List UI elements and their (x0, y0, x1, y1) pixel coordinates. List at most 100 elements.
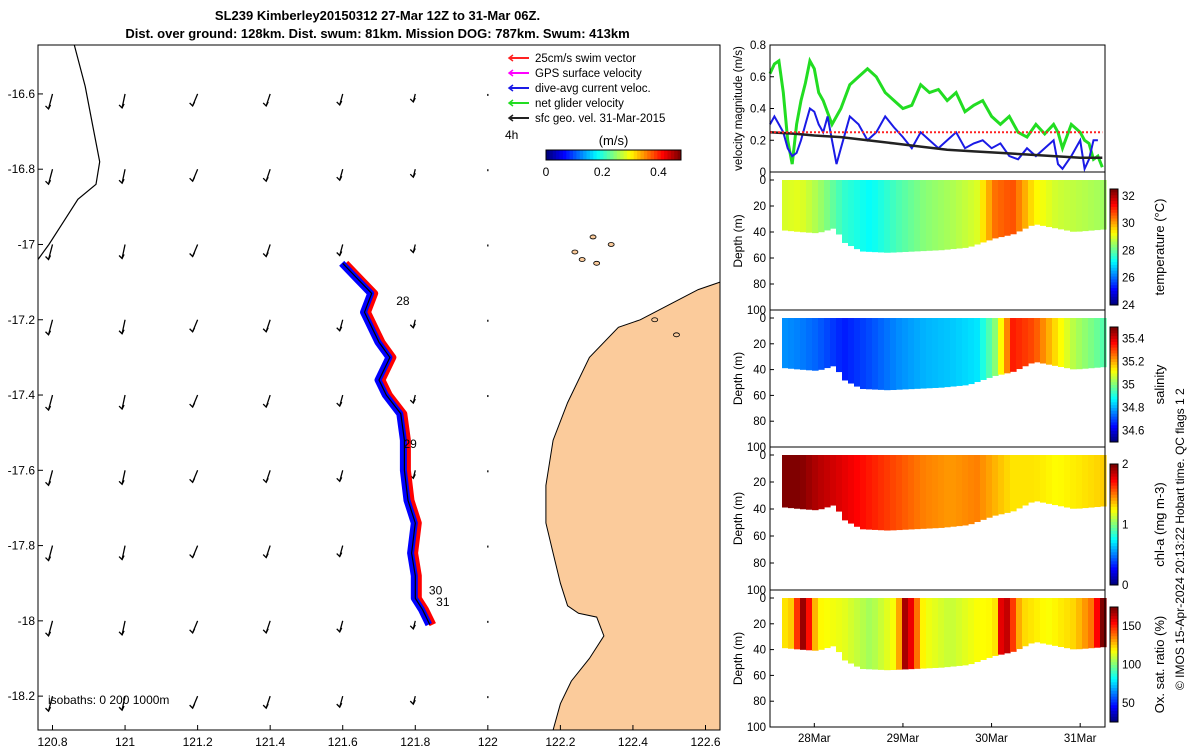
depth-colorbar-segment (1110, 281, 1118, 286)
depth-colorbar-segment (1110, 421, 1118, 426)
depth-colorbar-segment (1110, 352, 1118, 357)
current-vector-head (262, 252, 269, 258)
depth-colorbar-segment (1110, 206, 1118, 210)
depth-strip (926, 180, 933, 251)
depth-colorbar-segment (1110, 191, 1118, 196)
colorbar-segment (569, 150, 574, 160)
depth-colorbar-segment (1110, 704, 1118, 709)
depth-strip (1088, 455, 1095, 508)
colorbar-segment (623, 150, 628, 160)
depth-strip (878, 455, 885, 531)
depth-colorbar-segment (1110, 270, 1118, 274)
colorbar-segment (650, 150, 655, 160)
depth-strip (1034, 318, 1041, 363)
depth-strip (986, 598, 993, 658)
depth-strip (908, 318, 915, 390)
depth-strip (812, 455, 819, 511)
depth-strip (944, 598, 951, 668)
depth-strip (854, 455, 861, 527)
depth-ytick-label: 40 (753, 365, 766, 377)
velocity-ytick-label: 0.4 (750, 104, 767, 116)
depth-colorbar-label: chl-a (mg m-3) (1152, 482, 1167, 567)
depth-strip (1046, 318, 1053, 365)
depth-strip (920, 455, 927, 529)
depth-colorbar-segment (1110, 503, 1118, 507)
map-ytick-label: -17.2 (8, 313, 36, 327)
depth-strip (968, 455, 975, 525)
depth-strip (1058, 180, 1065, 230)
colorbar-segment (603, 150, 608, 160)
depth-strip (956, 455, 963, 527)
current-vector-head (118, 404, 125, 411)
depth-strip (950, 455, 957, 527)
depth-strip (998, 180, 1005, 238)
depth-colorbar-segment (1110, 276, 1118, 280)
current-vector-head (118, 254, 125, 260)
depth-colorbar-segment (1110, 491, 1118, 495)
island-4 (607, 242, 615, 247)
depth-strip (980, 455, 987, 520)
depth-colorbar-segment (1110, 551, 1118, 556)
depth-strip (1076, 180, 1083, 232)
depth-strip (1088, 318, 1095, 369)
current-vector-head (189, 402, 196, 409)
velocity-ytick-label: 0.2 (750, 135, 766, 147)
depth-panel-frame (769, 589, 1106, 728)
depth-ytick-label: 0 (760, 450, 766, 462)
depth-colorbar-segment (1110, 566, 1118, 571)
map-ytick-label: -18.2 (8, 689, 36, 703)
depth-strip (926, 598, 933, 669)
depth-colorbar-label: salinity (1152, 364, 1167, 404)
depth-strip (812, 598, 819, 651)
depth-strip (1040, 455, 1047, 503)
depth-ytick-label: 100 (747, 722, 766, 734)
legend-label: 25cm/s swim vector (535, 53, 636, 65)
depth-strip (878, 598, 885, 670)
depth-strip (1004, 318, 1011, 374)
depth-strip (932, 180, 939, 251)
depth-strip (800, 455, 807, 510)
depth-strip (1010, 598, 1017, 652)
depth-strip (890, 318, 897, 391)
depth-strip (1016, 180, 1023, 232)
depth-colorbar-tick: 150 (1122, 621, 1141, 633)
depth-colorbar-segment (1110, 350, 1118, 354)
depth-colorbar-segment (1110, 416, 1118, 420)
depth-strip (800, 180, 807, 233)
island-0 (578, 257, 586, 262)
legend-swatch-head (507, 54, 514, 62)
depth-strip (938, 318, 945, 388)
depth-colorbar-segment (1110, 497, 1118, 501)
colorbar-segment (562, 150, 567, 160)
depth-colorbar-segment (1110, 664, 1118, 668)
legend-swatch-head (507, 99, 514, 107)
depth-strip (1016, 318, 1023, 370)
current-vector-head (118, 103, 125, 110)
depth-colorbar-segment (1110, 293, 1118, 297)
depth-strip (824, 598, 831, 649)
day-label-28: 28 (396, 294, 410, 308)
depth-strip (788, 598, 795, 649)
map-ytick-label: -17.6 (8, 463, 36, 477)
map-xtick-label: 122 (478, 735, 498, 749)
depth-strip (794, 598, 801, 650)
depth-colorbar-segment (1110, 554, 1118, 559)
depth-colorbar-segment (1110, 615, 1118, 619)
depth-strip (1082, 598, 1089, 649)
depth-strip (902, 318, 909, 390)
current-vector-head (118, 705, 125, 712)
island-6 (673, 332, 680, 338)
depth-strip (1022, 455, 1029, 506)
depth-strip (842, 455, 849, 521)
depth-colorbar-segment (1110, 521, 1118, 525)
depth-colorbar-segment (1110, 364, 1118, 368)
depth-colorbar-segment (1110, 358, 1118, 362)
map-ytick-label: -18 (18, 614, 36, 628)
swim-vector-ribbon (343, 260, 436, 627)
depth-colorbar-tick: 100 (1122, 660, 1141, 672)
depth-strip (986, 180, 993, 241)
depth-ytick-label: 40 (753, 504, 766, 516)
depth-strip (1028, 598, 1035, 644)
depth-colorbar-segment (1110, 536, 1118, 541)
depth-strip (860, 318, 867, 390)
